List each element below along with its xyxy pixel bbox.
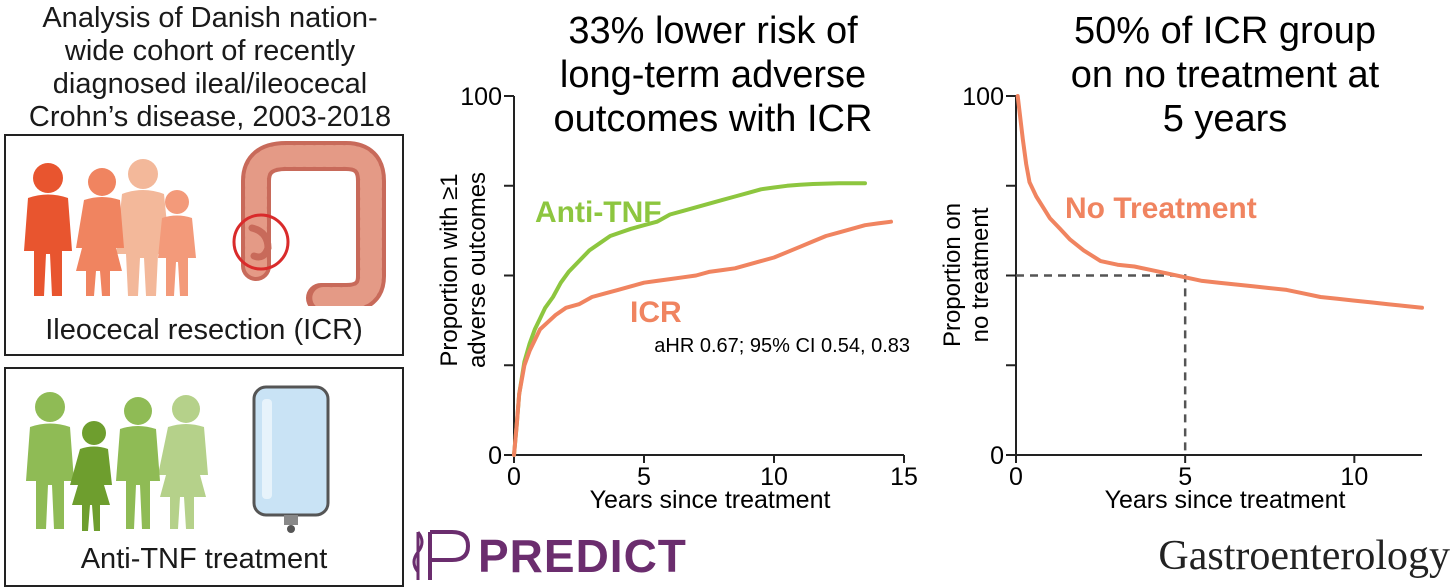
intro-line: wide cohort of recently <box>64 35 356 67</box>
chart-title-line: on no treatment at <box>1071 54 1380 96</box>
predict-logo-icon <box>412 530 471 580</box>
chart-no-treatment: 50% of ICR group on no treatment at 5 ye… <box>939 10 1424 514</box>
antitnf-panel: Anti-TNF treatment <box>4 367 404 587</box>
y-tick-label: 0 <box>488 442 502 470</box>
journal-logo: Gastroenterology <box>1158 533 1450 579</box>
chart-title-line: 33% lower risk of <box>568 10 858 52</box>
series-line-icr <box>512 219 893 457</box>
intro-text: Analysis of Danish nation- wide cohort o… <box>0 2 420 134</box>
series-line-no-treatment <box>1015 94 1424 310</box>
x-tick-label: 0 <box>1009 463 1023 491</box>
y-axis-label-line: adverse outcomes <box>464 172 491 368</box>
x-axis-label: Years since treatment <box>590 486 831 514</box>
y-axis-label-line: Proportion with ≥1 <box>436 173 463 366</box>
intro-line: Analysis of Danish nation- <box>42 2 378 34</box>
x-tick-label: 5 <box>1178 463 1192 491</box>
family-icon <box>24 159 196 296</box>
y-tick-label: 100 <box>460 83 502 111</box>
chart-title-line: 50% of ICR group <box>1074 10 1376 52</box>
antitnf-caption: Anti-TNF treatment <box>80 543 328 575</box>
x-tick-label: 0 <box>507 463 521 491</box>
y-axis-label-line: Proportion on <box>939 203 966 347</box>
y-tick-label: 100 <box>962 83 1004 111</box>
x-tick-label: 10 <box>1340 463 1368 491</box>
series-label-icr: ICR <box>630 296 682 329</box>
chart-title-line: 5 years <box>1163 98 1288 140</box>
predict-logo-text: PREDICT <box>478 530 687 582</box>
series-line-anti-tnf <box>512 181 867 457</box>
y-axis-label: Proportion with ≥1 adverse outcomes <box>436 172 491 368</box>
chart-title-line: outcomes with ICR <box>554 98 873 140</box>
reference-guide-line <box>1016 274 1187 455</box>
chart-adverse-outcomes: 33% lower risk of long-term adverse outc… <box>436 10 918 514</box>
x-tick-label: 15 <box>890 463 918 491</box>
series-label-no-treatment: No Treatment <box>1065 192 1257 225</box>
icr-caption: Ileocecal resection (ICR) <box>45 314 363 346</box>
family-icon <box>26 392 208 531</box>
intro-line: diagnosed ileal/ileocecal <box>52 68 368 100</box>
series-label-antitnf: Anti-TNF <box>535 196 662 229</box>
intro-line: Crohn’s disease, 2003-2018 <box>28 101 392 133</box>
predict-logo: PREDICT <box>410 528 687 584</box>
x-axis-label: Years since treatment <box>1105 486 1346 514</box>
x-tick-label: 10 <box>760 463 788 491</box>
iv-bag-icon <box>252 385 330 533</box>
icr-panel: Ileocecal resection (ICR) <box>4 134 404 356</box>
y-axis-label-line: no treatment <box>967 207 994 342</box>
chart-title-line: long-term adverse <box>560 54 866 96</box>
colon-icon <box>232 141 386 306</box>
y-tick-label: 0 <box>990 442 1004 470</box>
annotation-ahr: aHR 0.67; 95% CI 0.54, 0.83 <box>654 335 910 357</box>
x-tick-label: 5 <box>637 463 651 491</box>
antitnf-illustration <box>26 385 330 533</box>
icr-illustration <box>24 141 386 306</box>
y-axis-label: Proportion on no treatment <box>939 203 994 347</box>
